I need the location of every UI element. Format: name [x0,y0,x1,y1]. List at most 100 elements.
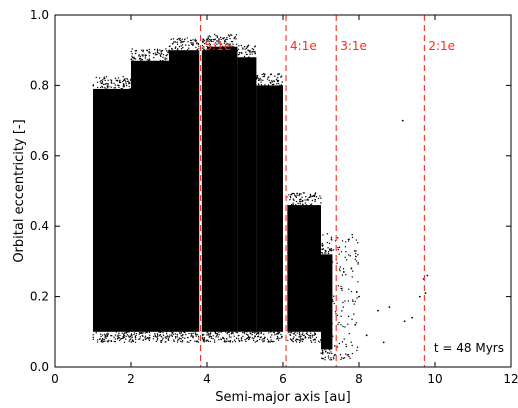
data-point [259,336,261,339]
data-point [263,339,265,342]
data-point [206,334,208,336]
data-point [160,341,162,343]
data-point [277,337,279,340]
data-point [311,336,314,338]
data-point [213,33,216,36]
data-point [98,77,101,79]
data-point [105,88,107,90]
data-point [188,44,190,47]
data-point [309,196,311,198]
data-point [254,332,256,334]
data-point [277,339,280,341]
data-point [160,339,162,342]
data-point [334,311,337,313]
data-point [190,335,192,337]
data-point [277,79,280,82]
data-point [305,337,307,339]
resonance-label: 4:1e [290,39,317,53]
data-point [92,334,94,336]
data-point [133,57,136,60]
data-point [160,55,162,58]
data-point [104,340,106,342]
data-point [330,236,333,239]
data-point [141,54,143,56]
data-point [176,43,179,45]
data-point [303,334,305,336]
data-point [344,246,347,248]
data-point [131,340,133,342]
data-point [148,48,151,51]
data-point [298,341,301,344]
data-point [295,204,297,206]
data-point [276,335,279,338]
data-point [130,338,132,340]
data-point [182,41,184,43]
data-point [120,338,123,340]
data-point [334,354,336,356]
data-point [138,338,140,341]
data-point [270,73,272,75]
data-point [218,39,220,41]
data-point [176,341,179,343]
data-point [289,333,291,336]
data-point [258,331,260,334]
data-point [403,320,406,323]
data-point [344,256,346,259]
data-point [317,197,320,200]
data-point [116,335,119,337]
data-point [122,337,124,340]
data-point [190,332,192,335]
data-point [255,333,258,336]
data-point [186,341,188,343]
data-point [327,321,330,323]
data-point [343,357,346,359]
data-point [208,42,210,45]
data-point [270,82,272,84]
data-point [194,38,196,40]
data-point [101,334,104,336]
data-point [206,45,208,48]
data-point [208,333,210,335]
data-point [182,336,184,339]
data-point [236,331,239,334]
data-point [310,204,312,206]
data-point [348,288,350,291]
data-point [214,331,216,334]
data-point [277,80,279,83]
data-point [341,274,344,276]
data-point [224,331,227,333]
data-point [196,340,198,342]
data-point [206,339,209,341]
data-point [192,332,194,335]
data-point [310,332,312,334]
data-point [358,295,360,298]
data-point [159,49,161,51]
data-point [333,358,335,360]
data-point [182,334,184,336]
data-point [240,337,243,340]
data-point [192,43,194,46]
data-point [424,292,427,294]
data-point [214,38,216,40]
data-point [179,37,181,40]
data-point [157,51,159,54]
data-point [203,39,205,41]
dense-region [286,205,321,332]
data-point [161,339,164,341]
data-point [218,331,220,333]
data-point [105,76,108,78]
data-point [317,340,320,342]
data-point [329,359,331,361]
data-point [301,200,304,202]
data-point [100,340,103,343]
data-point [351,352,354,355]
data-point [292,198,294,200]
data-point [341,240,344,242]
data-point [225,338,228,340]
data-point [203,339,206,341]
data-point [100,335,102,338]
data-point [263,337,266,340]
data-point [309,193,312,196]
data-point [162,331,164,334]
